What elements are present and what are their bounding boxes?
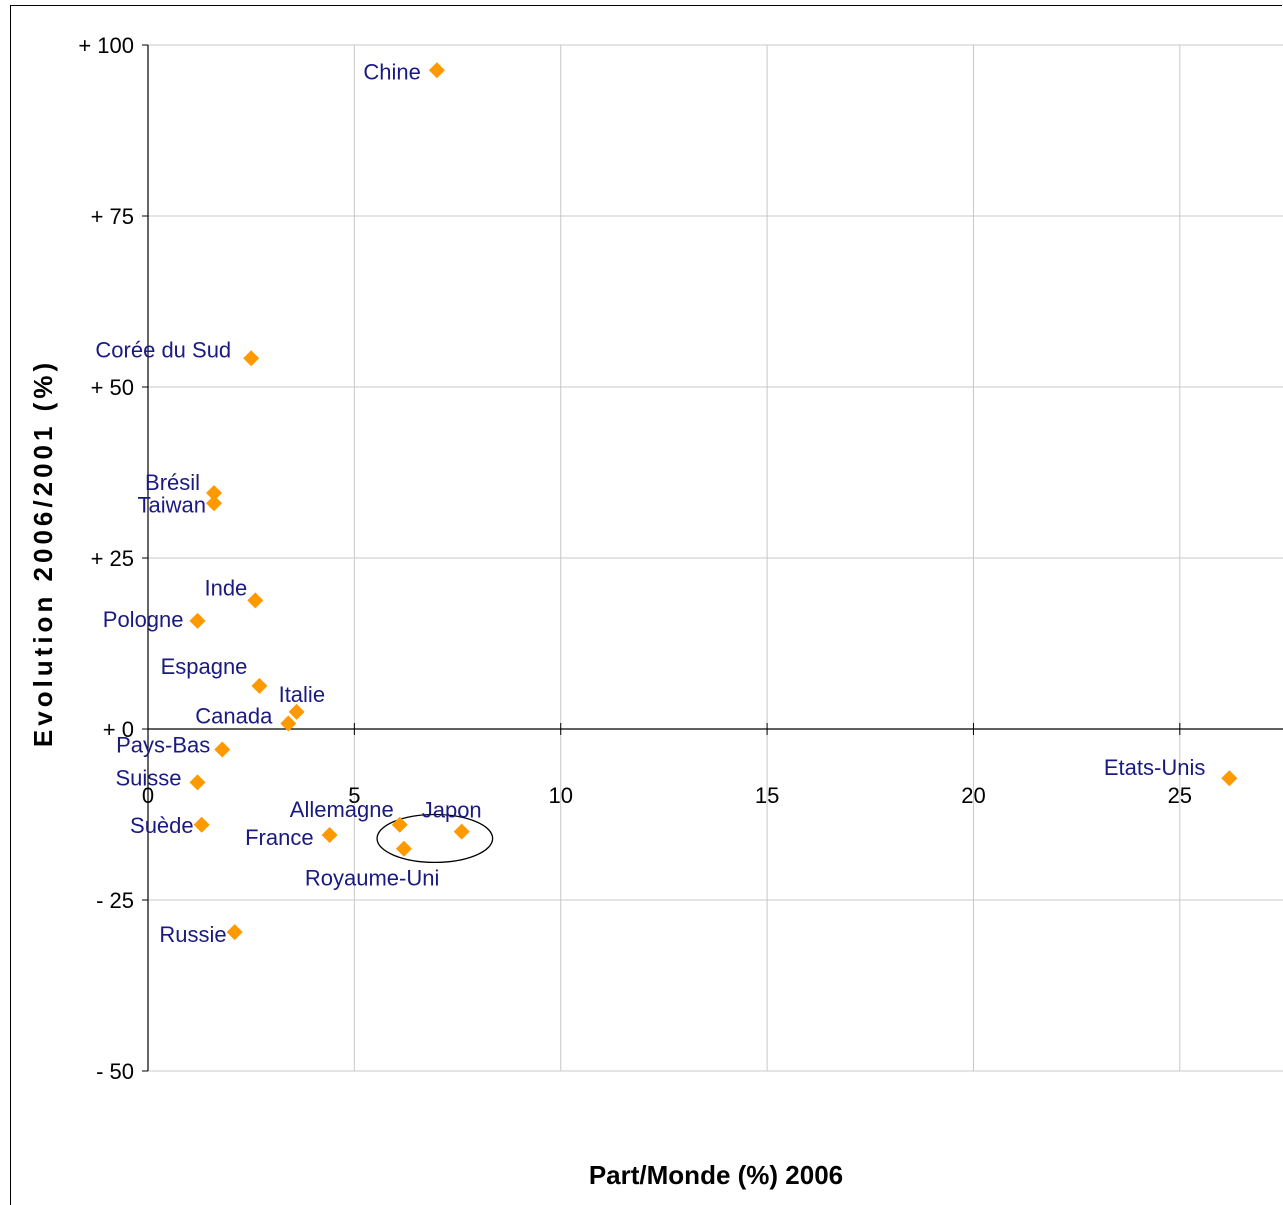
point-label: Russie bbox=[159, 922, 226, 947]
data-points bbox=[189, 62, 1238, 941]
point-marker bbox=[247, 592, 264, 609]
point-label: Suède bbox=[130, 813, 194, 838]
point-marker bbox=[189, 612, 206, 629]
point-label: Etats-Unis bbox=[1104, 755, 1205, 780]
point-marker bbox=[251, 677, 268, 694]
point-label: Suisse bbox=[115, 765, 181, 790]
point-marker bbox=[453, 823, 470, 840]
y-tick-label: - 25 bbox=[96, 888, 134, 913]
point-label: Taiwan bbox=[138, 492, 206, 517]
point-label: Corée du Sud bbox=[95, 337, 231, 362]
point-marker bbox=[193, 816, 210, 833]
highlight-ellipse bbox=[376, 813, 494, 864]
point-label: Japon bbox=[422, 798, 482, 823]
point-marker bbox=[391, 816, 408, 833]
point-marker bbox=[206, 495, 223, 512]
point-label: Brésil bbox=[145, 470, 200, 495]
point-label: Espagne bbox=[161, 654, 248, 679]
x-axis-title: Part/Monde (%) 2006 bbox=[589, 1160, 843, 1190]
point-marker bbox=[395, 840, 412, 857]
point-marker bbox=[321, 827, 338, 844]
annotations bbox=[376, 813, 494, 864]
point-marker bbox=[189, 774, 206, 791]
grid-lines bbox=[148, 44, 1283, 1072]
x-tick-label: 15 bbox=[755, 783, 779, 808]
x-tick-label: 25 bbox=[1168, 783, 1192, 808]
point-label: France bbox=[245, 825, 313, 850]
y-tick-label: + 50 bbox=[91, 375, 134, 400]
point-label: Pologne bbox=[103, 607, 184, 632]
point-marker bbox=[243, 350, 260, 367]
point-marker bbox=[226, 924, 243, 941]
x-tick-label: 20 bbox=[961, 783, 985, 808]
point-label: Canada bbox=[195, 704, 273, 729]
axes: 0 5 10 15 20 25+ 100+ 75+ 50+ 25+ 0- 25- 50 bbox=[78, 33, 1283, 1084]
point-label: Royaume-Uni bbox=[305, 866, 440, 891]
point-marker bbox=[280, 715, 297, 732]
y-tick-label: + 75 bbox=[91, 204, 134, 229]
point-marker bbox=[214, 741, 231, 758]
y-axis-title: Evolution 2006/2001 (%) bbox=[28, 359, 58, 747]
x-tick-label: 10 bbox=[548, 783, 572, 808]
chart-frame bbox=[10, 5, 1282, 1205]
point-marker bbox=[288, 703, 305, 720]
point-marker bbox=[428, 62, 445, 79]
point-marker bbox=[206, 485, 223, 502]
y-tick-label: - 50 bbox=[96, 1059, 134, 1084]
point-label: Italie bbox=[279, 682, 325, 707]
point-label: Chine bbox=[363, 59, 420, 84]
point-label: Inde bbox=[204, 575, 247, 600]
point-label: Pays-Bas bbox=[116, 733, 210, 758]
y-tick-label: + 25 bbox=[91, 546, 134, 571]
point-label: Allemagne bbox=[290, 797, 394, 822]
y-tick-label: + 100 bbox=[78, 33, 134, 58]
y-tick-label: + 0 bbox=[103, 717, 134, 742]
x-tick-label: 5 bbox=[348, 783, 360, 808]
point-marker bbox=[1221, 770, 1238, 787]
